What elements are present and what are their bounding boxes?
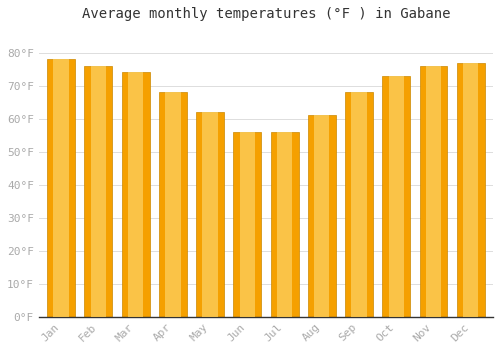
Bar [426,66,441,317]
Bar [457,63,484,317]
Bar [165,92,180,317]
Bar [128,72,144,317]
Bar [314,116,330,317]
Bar [54,59,69,317]
Bar [420,66,448,317]
Bar [270,132,298,317]
Bar [196,112,224,317]
Bar [277,132,292,317]
Bar [202,112,218,317]
Bar [122,72,150,317]
Bar [308,116,336,317]
Bar [352,92,366,317]
Bar [47,59,75,317]
Bar [388,76,404,317]
Bar [90,66,106,317]
Bar [240,132,255,317]
Bar [159,92,187,317]
Bar [382,76,410,317]
Bar [234,132,262,317]
Title: Average monthly temperatures (°F ) in Gabane: Average monthly temperatures (°F ) in Ga… [82,7,450,21]
Bar [84,66,112,317]
Bar [463,63,478,317]
Bar [345,92,373,317]
